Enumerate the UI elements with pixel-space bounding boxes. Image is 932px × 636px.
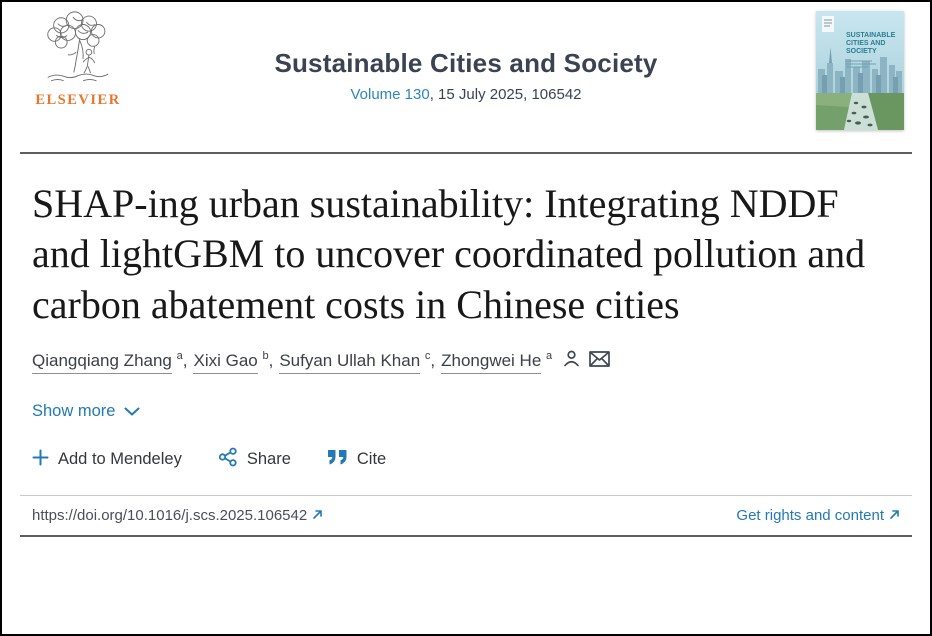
doi-top-divider (20, 495, 912, 497)
author-separator: , (182, 350, 188, 370)
cover-title-line: SOCIETY (846, 48, 877, 55)
doi-text: https://doi.org/10.1016/j.scs.2025.10654… (32, 507, 308, 525)
share-label: Share (246, 450, 291, 469)
envelope-icon (589, 350, 611, 370)
share-button[interactable]: Share (218, 447, 291, 472)
author-separator: , (430, 350, 436, 370)
email-author-button[interactable] (589, 350, 611, 370)
author-affiliation-sup: c (424, 349, 431, 362)
author-affiliation-sup: b (262, 349, 269, 362)
author-list: Qiangqiang Zhang a, Xixi Gao b, Sufyan U… (32, 349, 900, 374)
external-link-icon (312, 507, 323, 524)
cite-label: Cite (356, 450, 387, 469)
corresponding-author-button[interactable] (562, 349, 581, 371)
show-more-label: Show more (32, 402, 116, 421)
author: Zhongwei He a (441, 349, 553, 374)
author-link[interactable]: Qiangqiang Zhang (32, 350, 172, 374)
issue-date-text: , 15 July 2025, 106542 (429, 86, 582, 103)
doi-bar: https://doi.org/10.1016/j.scs.2025.10654… (20, 496, 912, 535)
author-link[interactable]: Zhongwei He (441, 350, 542, 374)
article-title: SHAP-ing urban sustainability: Integrati… (32, 181, 866, 327)
plus-icon (32, 449, 49, 471)
author-affiliation-sup: a (176, 349, 183, 362)
header-divider (20, 152, 912, 154)
journal-cover-thumbnail[interactable]: SUSTAINABLE CITIES AND SOCIETY (816, 11, 904, 130)
author-affiliation-sup: a (546, 349, 553, 362)
author-link[interactable]: Xixi Gao (193, 350, 258, 374)
doi-link[interactable]: https://doi.org/10.1016/j.scs.2025.10654… (32, 507, 323, 524)
author: Xixi Gao b, (193, 349, 279, 374)
cover-title-line: SUSTAINABLE (846, 32, 896, 39)
author: Sufyan Ullah Khan c, (279, 349, 441, 374)
person-icon (562, 349, 581, 371)
journal-header: ELSEVIER Sustainable Cities and Society … (2, 2, 930, 152)
author: Qiangqiang Zhang a, (32, 349, 193, 374)
add-to-mendeley-label: Add to Mendeley (58, 450, 182, 469)
chevron-down-icon (124, 402, 140, 421)
author-link[interactable]: Sufyan Ullah Khan (279, 350, 421, 374)
cite-button[interactable]: Cite (327, 449, 386, 470)
elsevier-wordmark: ELSEVIER (35, 92, 121, 108)
rights-label: Get rights and content (736, 507, 884, 525)
elsevier-tree-icon (36, 11, 120, 90)
cover-title-line: CITIES AND (846, 40, 885, 47)
elsevier-logo[interactable]: ELSEVIER (30, 10, 126, 109)
show-more-button[interactable]: Show more (32, 402, 140, 421)
quote-icon (327, 449, 348, 470)
journal-title-link[interactable]: Sustainable Cities and Society (274, 48, 658, 78)
doi-bottom-divider (20, 535, 912, 538)
author-separator: , (268, 350, 274, 370)
external-link-icon (889, 507, 900, 524)
journal-issue-line: Volume 130, 15 July 2025, 106542 (2, 86, 930, 103)
rights-and-content-link[interactable]: Get rights and content (736, 507, 900, 524)
share-icon (218, 447, 238, 472)
action-bar: Add to Mendeley Share Cite (32, 447, 900, 472)
add-to-mendeley-button[interactable]: Add to Mendeley (32, 449, 182, 471)
volume-link[interactable]: Volume 130 (350, 86, 430, 103)
